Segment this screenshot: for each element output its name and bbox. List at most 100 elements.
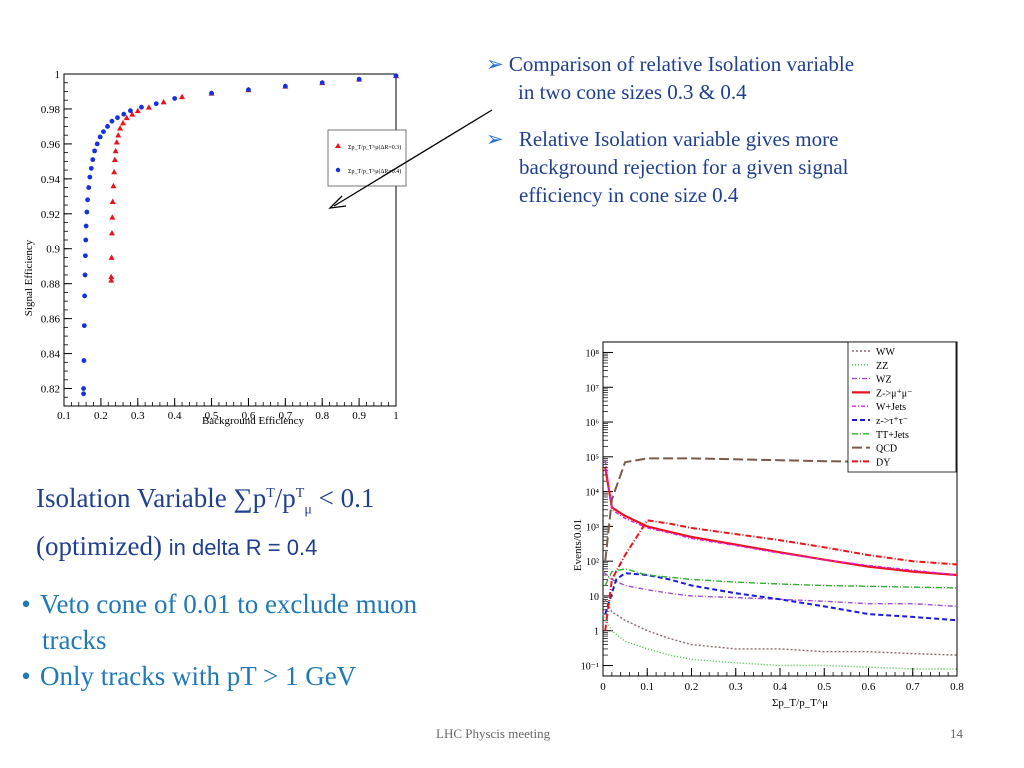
bullet-veto-cone: • Veto cone of 0.01 to exclude muon	[12, 586, 572, 622]
y-tick-label: 10⁴	[586, 488, 600, 499]
triangle-marker	[112, 147, 119, 154]
legend-entry-label: QCD	[876, 444, 897, 455]
y-tick-label: 10	[589, 592, 599, 603]
circle-marker	[105, 124, 110, 129]
circle-marker	[85, 197, 91, 203]
circle-marker	[81, 358, 87, 363]
legend-entry-label: z->τ⁺τ⁻	[876, 416, 908, 427]
bullet-text-continued: background rejection for a given signal	[519, 155, 849, 179]
circle-marker	[172, 96, 178, 101]
legend-entry-label: ZZ	[876, 361, 888, 372]
circle-marker	[115, 115, 120, 121]
circle-marker	[83, 237, 89, 243]
circle-marker	[97, 134, 103, 140]
chart2-legend: WW ZZ WZ Z->μ⁺μ⁻ W+Jets z->τ⁺τ⁻ TT+Jets QCD DY	[847, 341, 957, 473]
y-tick-label: 0.9	[46, 244, 60, 256]
triangle-marker	[111, 156, 118, 163]
y-tick-label: 1	[594, 627, 599, 638]
circle-marker	[153, 101, 159, 107]
series-line	[604, 460, 958, 576]
triangle-marker	[117, 125, 124, 131]
x-tick-label: 0.3	[729, 681, 743, 693]
chart2-xlabel: Σp_T/p_T^μ	[772, 697, 828, 709]
circle-marker	[128, 108, 133, 114]
bullet-comparison: ➢ Comparison of relative Isolation varia…	[486, 50, 1006, 78]
y-tick-label: 0.94	[41, 174, 61, 186]
circle-marker	[88, 165, 94, 171]
y-tick-label: 10⁷	[586, 383, 600, 394]
y-tick-label: 1	[55, 69, 61, 81]
y-tick-label: 10⁶	[586, 418, 600, 429]
triangle-marker	[108, 273, 115, 280]
bottom-bullet-list: • Veto cone of 0.01 to exclude muon track…	[12, 586, 572, 694]
x-tick-label: 0.2	[94, 410, 108, 422]
bullet-text: Relative Isolation variable gives more	[518, 127, 839, 151]
circle-marker	[82, 253, 88, 259]
legend-entry-label: WW	[876, 347, 895, 358]
series-line	[602, 571, 958, 608]
chart1-ticks: 0.1 0.2 0.3 0.4 0.5 0.6 0.7 0.8 0.9 1 0.82 0.84 0.86…	[41, 69, 399, 422]
circle-marker	[81, 386, 86, 391]
x-tick-label: 0.4	[168, 410, 182, 422]
circle-marker	[139, 104, 144, 110]
circle-marker	[87, 174, 93, 180]
y-tick-label: 0.86	[41, 314, 61, 326]
page-number: 14	[950, 726, 963, 741]
arrow-bullet-icon: ➢	[486, 127, 504, 151]
triangle-marker	[111, 168, 118, 175]
series-line	[604, 467, 958, 577]
circle-marker	[82, 272, 88, 278]
series-line	[604, 519, 958, 631]
series-line	[602, 595, 958, 656]
legend-entry-label: WZ	[876, 375, 892, 386]
isolation-distribution-chart: 0 0.1 0.2 0.3 0.4 0.5 0.6 0.7 0.8 10⁻¹ 1 10 10² 10³ 10…	[565, 330, 970, 710]
legend-entry-label: TT+Jets	[876, 430, 909, 441]
x-tick-label: 0.7	[278, 410, 292, 422]
triangle-marker	[129, 111, 136, 117]
series-line	[604, 572, 958, 622]
circle-marker	[81, 391, 86, 397]
series-line	[604, 568, 958, 589]
circle-marker	[101, 129, 106, 135]
chart1-points	[81, 72, 399, 397]
legend-entry-label: DY	[876, 457, 890, 468]
y-tick-label: 0.96	[41, 139, 61, 151]
x-tick-label: 0.2	[685, 681, 699, 693]
series-line	[604, 457, 958, 562]
isolation-line1: Isolation Variable ∑pT/pTμ < 0.1	[36, 483, 375, 518]
y-tick-label: 10⁻¹	[581, 662, 599, 673]
triangle-marker	[134, 107, 141, 114]
bullet-text-continued: efficiency in cone size 0.4	[519, 183, 739, 207]
circle-marker	[121, 111, 127, 117]
bullet-track-pt: • Only tracks with pT > 1 GeV	[12, 658, 572, 694]
chart1-legend-box	[327, 129, 407, 187]
triangle-marker	[109, 214, 116, 220]
triangle-marker	[113, 139, 120, 145]
isolation-line2: (optimized) in delta R = 0.4	[36, 531, 318, 562]
circle-marker	[81, 323, 87, 329]
circle-marker	[246, 87, 251, 93]
y-tick-label: 10³	[586, 522, 599, 533]
x-tick-label: 0.9	[352, 410, 366, 422]
y-tick-label: 0.98	[41, 104, 61, 116]
circle-marker	[90, 157, 96, 163]
chart1-xlabel: Background Efficiency	[202, 415, 305, 427]
triangle-marker	[109, 198, 116, 204]
bullet-text-continued: in two cone sizes 0.3 & 0.4	[518, 80, 747, 104]
circle-marker	[82, 293, 88, 299]
x-tick-label: 0.5	[205, 410, 219, 422]
triangle-marker	[108, 254, 115, 260]
footer-title: LHC Physcis meeting	[436, 726, 551, 741]
circle-marker	[209, 90, 214, 96]
y-tick-label: 0.88	[41, 279, 61, 291]
y-tick-label: 0.84	[41, 349, 61, 361]
circle-marker	[282, 83, 288, 89]
circle-marker	[356, 76, 362, 82]
annotation-arrow	[328, 109, 493, 209]
circle-marker	[83, 223, 89, 229]
circle-marker	[92, 148, 98, 154]
bullet-text-continued: tracks	[42, 625, 107, 655]
series-line	[602, 613, 957, 670]
legend-entry-label: Z->μ⁺μ⁻	[876, 388, 912, 399]
legend-triangle-marker	[335, 143, 341, 148]
